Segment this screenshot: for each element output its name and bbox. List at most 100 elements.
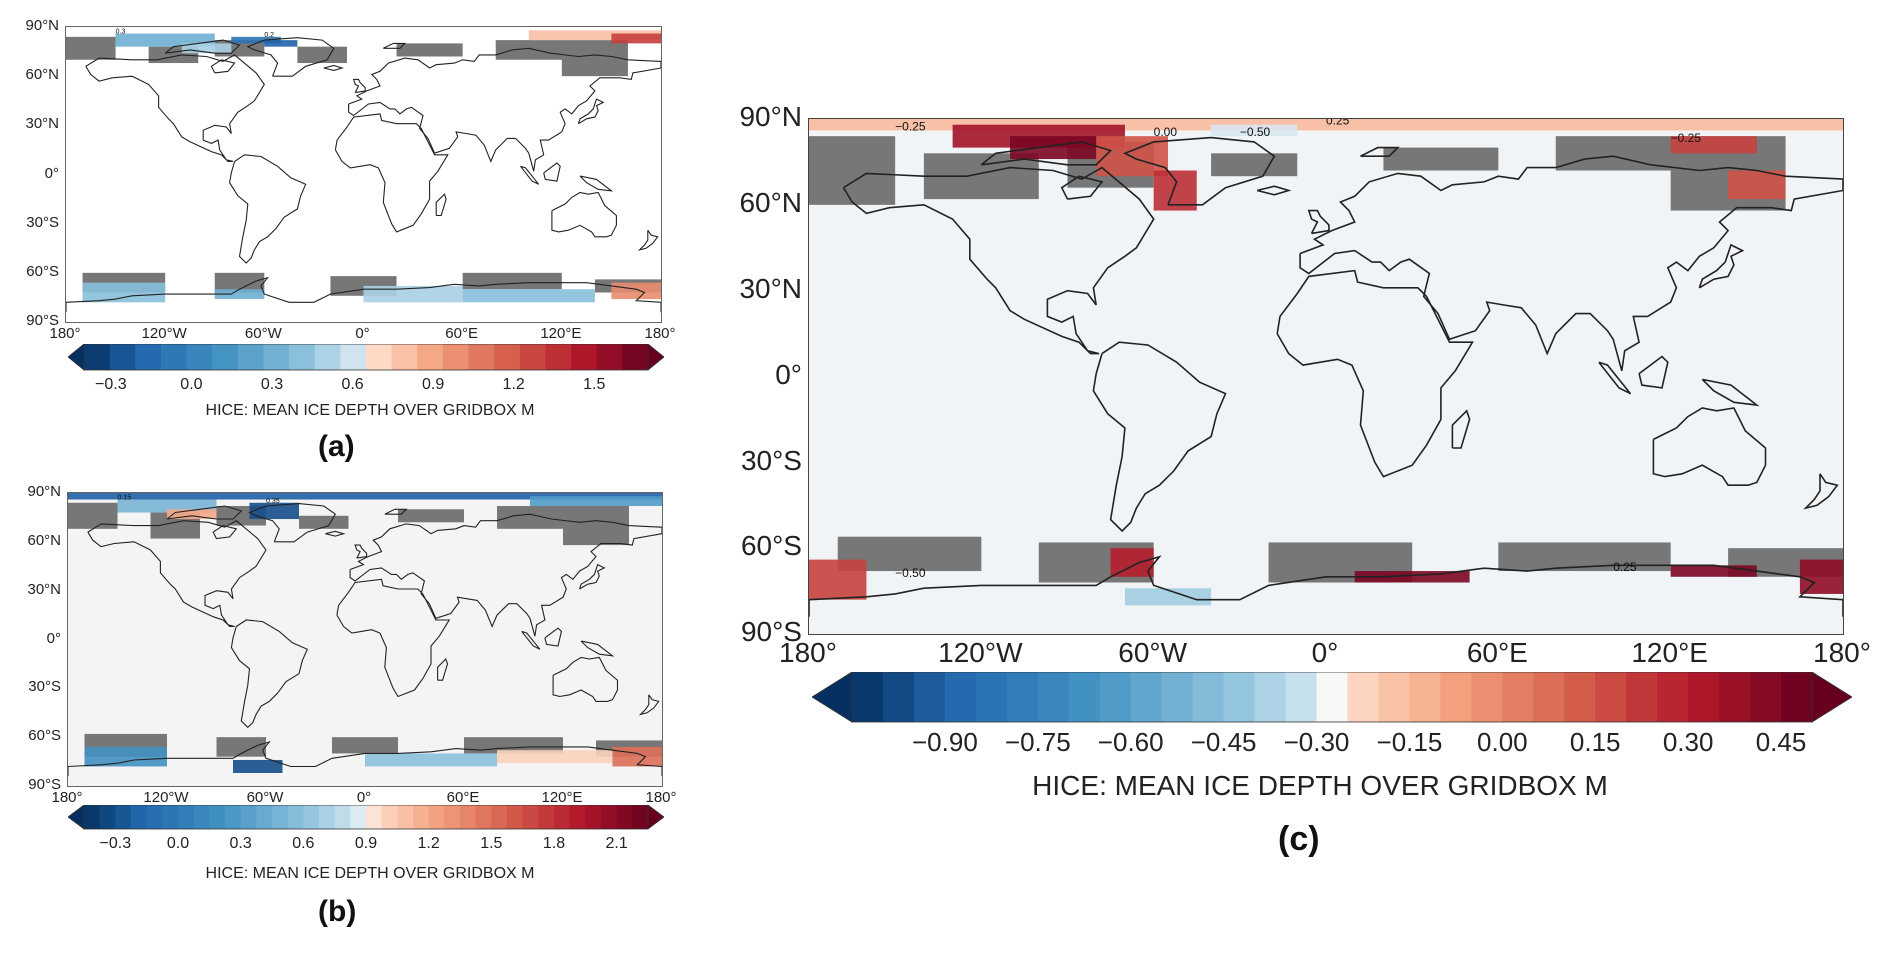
panel-c: −0.25 0.00 0.25 −0.50 −0.25 −0.50 0.25 90°N 60°…	[700, 0, 1892, 953]
colorbar-segment	[84, 805, 101, 829]
ice-depth-cell	[68, 493, 662, 500]
y-tick-label: 60°S	[740, 530, 802, 562]
x-tick-label: 60°W	[244, 325, 282, 342]
coastline	[212, 525, 238, 540]
colorbar-segment	[319, 805, 336, 829]
ice-depth-cell	[1010, 136, 1097, 160]
colorbar-tick-label: −0.3	[100, 835, 132, 852]
x-tick-label: 60°E	[446, 789, 480, 806]
colorbar-segment	[913, 672, 946, 722]
colorbar-segment	[1347, 672, 1379, 722]
colorbar-segment	[468, 344, 495, 370]
colorbar-segment	[1099, 672, 1132, 722]
x-tick-label: 60°E	[445, 325, 479, 342]
y-tick-label: 90°N	[27, 483, 61, 500]
ice-mask-cell	[216, 737, 266, 757]
colorbar-tick-label: 0.3	[230, 835, 252, 852]
x-tick-label: 120°E	[541, 789, 583, 806]
ice-depth-cell	[115, 33, 215, 47]
ice-mask-cell	[1383, 147, 1499, 171]
coastline	[580, 640, 615, 657]
ice-mask-cell	[297, 46, 347, 64]
colorbar-tick-label: 1.8	[543, 835, 565, 852]
colorbar-tick-label: −0.75	[1005, 727, 1071, 757]
x-tick-label: 120°W	[141, 325, 187, 342]
colorbar-segment	[944, 672, 977, 722]
colorbar-tick-label: 0.0	[167, 835, 189, 852]
colorbar-segment	[522, 805, 539, 829]
ice-depth-cell	[84, 746, 167, 767]
colorbar-segment	[209, 805, 226, 829]
y-tick-label: 0°	[775, 358, 802, 390]
contour-label: −0.25	[895, 119, 926, 133]
colorbar-svg: −0.90 −0.75 −0.60 −0.45 −0.30 −0.15 0.00 0.15 0.…	[811, 671, 1853, 757]
colorbar-segment	[1781, 672, 1813, 722]
colorbar-segment	[1316, 672, 1348, 722]
x-tick-label: 180°	[49, 325, 81, 342]
coastline	[437, 657, 449, 681]
coastline	[1638, 355, 1669, 389]
coastline	[638, 694, 660, 716]
colorbar-frame	[851, 671, 1813, 723]
ice-depth-cell	[1211, 124, 1298, 137]
colorbar-tick-label: 1.2	[503, 376, 525, 393]
coastline	[248, 503, 337, 543]
colorbar-segment	[99, 805, 116, 829]
map-plot: 0.15 0.35	[67, 492, 663, 787]
x-tick-label: 60°E	[1466, 637, 1528, 668]
coastline	[1092, 341, 1227, 533]
colorbar-segment	[366, 344, 393, 370]
colorbar-segment	[601, 805, 618, 829]
colorbar-tick-label: −0.45	[1191, 727, 1257, 757]
coastline	[166, 505, 243, 520]
colorbar-segment	[1409, 672, 1441, 722]
coastline	[1360, 146, 1400, 157]
colorbar-tick-label: −0.90	[912, 727, 978, 757]
colorbar-segment	[1037, 672, 1070, 722]
contour-label: 0.25	[1613, 560, 1637, 574]
colorbar-segment	[1750, 672, 1782, 722]
coastline	[1060, 175, 1104, 200]
ice-depth-cell	[1728, 170, 1786, 200]
colorbar-segment	[632, 805, 649, 829]
y-tick-label: 0°	[44, 164, 59, 182]
colorbar-label: HICE: MEAN ICE DEPTH OVER GRIDBOX M	[1032, 770, 1608, 801]
coastline	[980, 141, 1113, 166]
coastline	[1299, 155, 1843, 372]
y-tick-label: 30°N	[27, 580, 61, 598]
ice-depth-cell	[1153, 170, 1197, 211]
colorbar-segment	[1285, 672, 1318, 722]
coastline	[325, 530, 346, 537]
panel-b: 0.15 0.35 90°N 60°N 30°N 0° 30°S 60°S 90°S 180°…	[0, 480, 700, 953]
colorbar: −0.3 0.0 0.3 0.6 0.9 1.2 1.5	[67, 343, 665, 401]
contour-label: 0.3	[116, 29, 126, 36]
contour-label: 0.00	[1154, 125, 1178, 139]
colorbar-segment	[1626, 672, 1658, 722]
coastline	[551, 191, 617, 238]
coastline	[85, 54, 265, 162]
ice-depth-cell	[611, 33, 661, 44]
colorbar-segment	[596, 344, 623, 370]
colorbar-segment	[334, 805, 351, 829]
colorbar-tick-label: 1.2	[418, 835, 440, 852]
ice-depth-cell	[231, 36, 281, 44]
ice-depth-cell	[528, 30, 661, 41]
colorbar-segment	[1068, 672, 1101, 722]
ice-mask-cell	[561, 56, 628, 77]
colorbar-tick-label: 0.0	[180, 376, 202, 393]
ice-depth-cell	[809, 559, 867, 600]
coastline	[1276, 269, 1474, 478]
colorbar-label: HICE: MEAN ICE DEPTH OVER GRIDBOX M	[205, 865, 535, 882]
colorbar-segment	[1719, 672, 1751, 722]
x-tick-label: 0°	[356, 789, 372, 806]
ice-depth-cell	[363, 285, 463, 303]
y-tick-label: 60°N	[25, 66, 59, 84]
contour-label: 0.15	[118, 495, 132, 502]
colorbar-segment	[263, 344, 290, 370]
ice-mask-cell	[1211, 153, 1298, 177]
ice-depth-cell	[809, 119, 1843, 131]
colorbar-label: HICE: MEAN ICE DEPTH OVER GRIDBOX M	[205, 402, 535, 419]
colorbar-segment	[494, 344, 521, 370]
coastline	[384, 508, 408, 515]
colorbar-tick-label: 0.3	[261, 376, 283, 393]
